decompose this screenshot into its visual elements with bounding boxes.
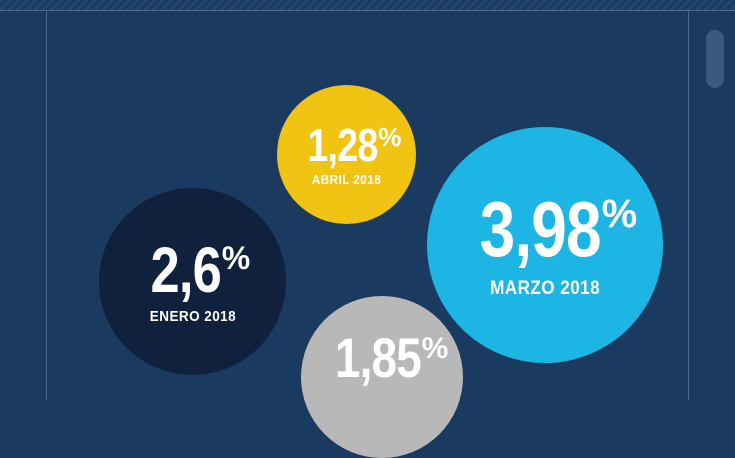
- percent-sign: %: [221, 240, 251, 276]
- bubble-label: ENERO 2018: [149, 308, 236, 325]
- percent-sign: %: [378, 122, 402, 152]
- bubble-label: MARZO 2018: [490, 278, 600, 299]
- percent-sign: %: [421, 332, 449, 365]
- value-row: 2,6 %: [135, 238, 250, 302]
- value-row: 1,28 %: [292, 119, 402, 171]
- bubble-enero-2018: 2,6 % ENERO 2018: [99, 188, 286, 375]
- bubble-value: 3,98: [479, 185, 601, 273]
- bubble-value: 2,6: [150, 234, 221, 306]
- top-stripe-decoration: [0, 0, 735, 10]
- value-row: 1,85 %: [316, 330, 449, 386]
- right-border-line: [688, 11, 689, 400]
- bubble-marzo-2018: 3,98 % MARZO 2018: [427, 127, 663, 363]
- percent-sign: %: [601, 192, 638, 236]
- bubble-gray: 1,85 %: [301, 296, 463, 458]
- bubble-label: ABRIL 2018: [311, 172, 382, 187]
- value-row: 3,98 %: [453, 190, 637, 268]
- bubble-abril-2018: 1,28 % ABRIL 2018: [277, 85, 416, 224]
- left-border-line: [46, 11, 47, 400]
- top-divider: [0, 10, 735, 11]
- bubble-value: 1,28: [307, 119, 378, 171]
- edge-decoration: [706, 30, 724, 88]
- bubble-value: 1,85: [334, 326, 422, 389]
